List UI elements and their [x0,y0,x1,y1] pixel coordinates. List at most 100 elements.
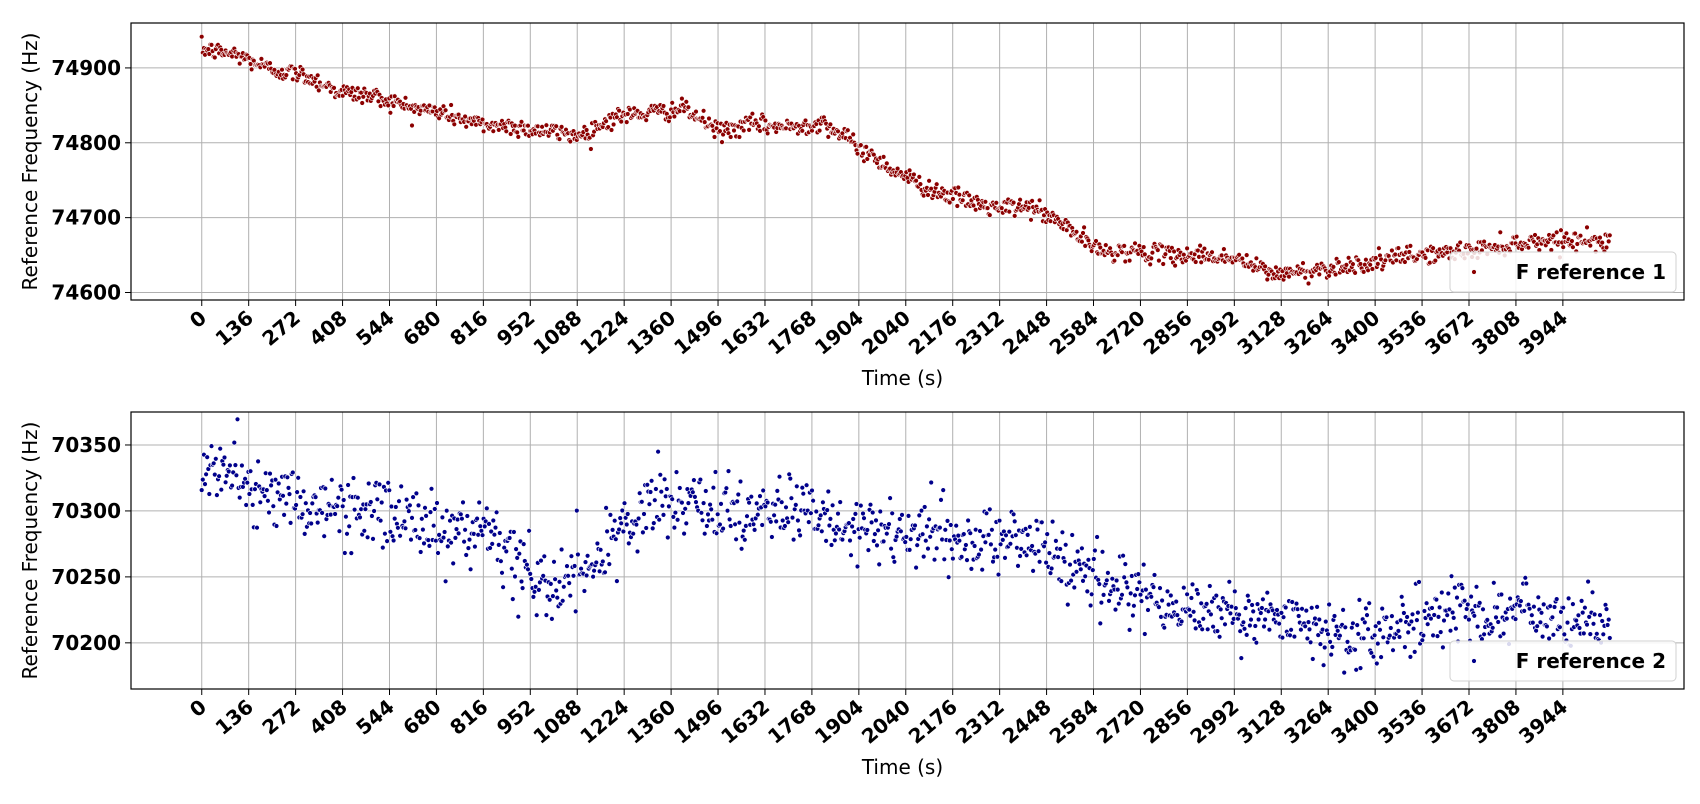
data-point [482,523,488,530]
data-point [1473,584,1480,590]
data-point [709,516,715,523]
data-point [1504,615,1510,622]
x-tick-label: 2584 [1045,694,1103,748]
data-point [270,503,276,509]
data-point [500,584,506,590]
data-point [243,502,249,508]
data-point [295,475,301,481]
x-tick-label: 3536 [1373,305,1431,359]
data-point [965,517,971,524]
data-point [1329,644,1336,650]
data-point [244,480,251,486]
data-point [1550,232,1557,239]
data-point [788,495,795,501]
plot-frame [130,411,1685,690]
data-point [340,503,346,509]
data-point [860,510,866,517]
x-tick-label: 2176 [904,305,962,359]
data-point [559,598,566,604]
data-point [764,130,771,137]
data-point [1376,245,1382,251]
x-tick-label: 1632 [716,694,774,748]
data-point [703,488,709,494]
data-point [200,476,206,483]
data-point [463,552,469,558]
data-point [1043,559,1049,566]
data-point [787,475,793,482]
data-point [1104,577,1110,583]
data-point [508,131,514,137]
data-point [1120,552,1126,559]
data-point [914,542,920,548]
data-point [518,578,525,585]
data-point [797,532,803,539]
data-point [860,150,866,157]
data-point [1039,519,1045,525]
data-point [605,124,611,130]
data-point [406,508,412,514]
data-point [1130,612,1136,619]
data-point [1017,553,1023,559]
data-point [891,559,898,565]
data-point [736,519,743,526]
data-point [570,573,577,579]
data-point [1278,610,1285,616]
data-point [543,122,550,128]
data-point [379,499,385,506]
data-point [357,514,363,521]
data-point [1330,264,1337,270]
data-point [1560,604,1566,611]
data-point [234,416,241,422]
data-point [1534,623,1540,629]
data-point [971,543,978,549]
data-point [1198,600,1204,606]
data-point [413,490,420,497]
data-point [1370,653,1377,660]
data-point [845,127,851,133]
data-point [509,565,515,572]
data-point [724,508,731,514]
data-point [212,54,218,61]
data-point [600,558,606,565]
data-point [1540,601,1547,608]
data-point [303,500,309,506]
data-point [1044,531,1050,537]
data-point [385,102,391,109]
data-point [669,496,675,502]
data-point [1408,618,1415,625]
data-point [871,538,877,544]
data-point [799,485,805,491]
data-point [698,510,705,516]
data-point [388,503,395,510]
data-point [285,485,292,491]
data-point [653,486,659,492]
data-point [387,529,394,535]
data-point [644,482,650,488]
data-point [964,557,970,563]
data-point [764,499,771,506]
x-tick-label: 544 [351,694,398,739]
data-point [448,102,454,108]
data-point [1522,575,1529,581]
data-point [717,521,723,528]
data-point [613,536,619,542]
data-point [1073,569,1080,575]
x-tick-label: 1360 [622,305,680,359]
data-point [588,146,594,152]
data-point [1000,537,1006,543]
data-point [287,520,294,526]
data-point [699,517,706,523]
data-point [1377,627,1383,633]
data-point [1013,532,1019,538]
data-point [968,566,975,572]
data-point [1573,617,1579,624]
data-point [448,539,454,546]
data-point [1343,262,1350,268]
data-point [806,519,812,525]
y-tick-label: 70350 [51,433,121,457]
data-point [1003,532,1009,538]
data-point [927,534,933,540]
data-point [1029,543,1035,549]
data-point [989,527,995,533]
data-point [835,128,841,135]
